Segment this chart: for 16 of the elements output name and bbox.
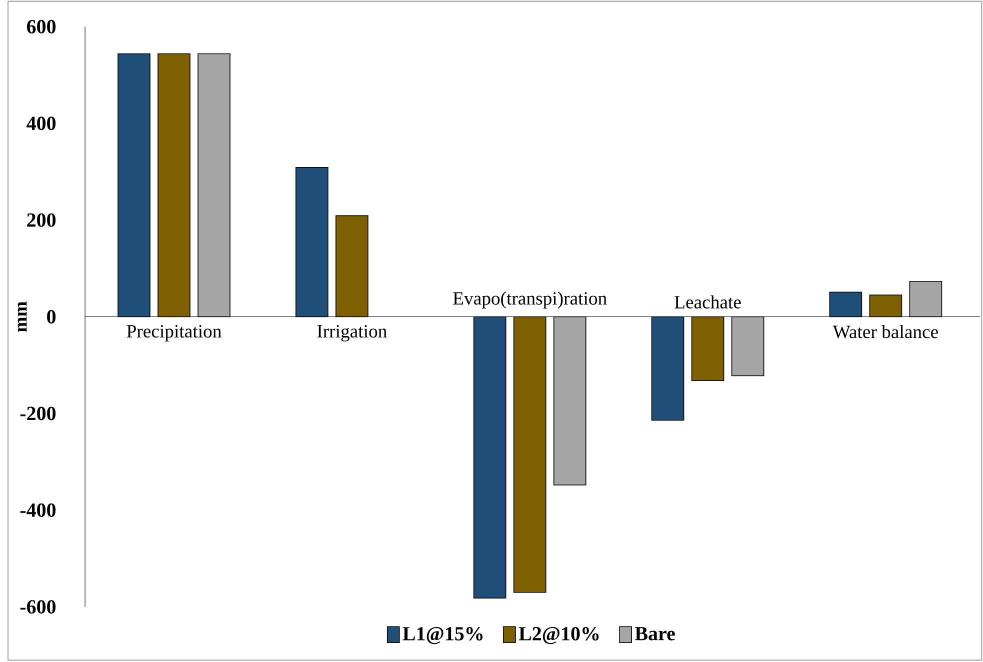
- x-tick-label: Water balance: [832, 325, 938, 338]
- y-tick-label: 200: [27, 214, 56, 228]
- y-tick-label: 0: [47, 310, 56, 324]
- y-axis-title: mm: [18, 302, 27, 332]
- legend-label: L2@10%: [518, 627, 599, 644]
- x-tick-label: Irrigation: [317, 325, 387, 342]
- x-tick-label: Precipitation: [126, 325, 222, 342]
- y-tick-label: 600: [26, 20, 56, 34]
- legend-label: Bare: [634, 627, 675, 641]
- legend-label: L1@15%: [402, 627, 483, 644]
- x-tick-label: Evapo(transpi)ration: [453, 292, 607, 309]
- x-tick-label: Leachate: [674, 296, 741, 309]
- y-tick-label: -200: [20, 406, 56, 420]
- y-tick-label: -400: [20, 504, 56, 518]
- y-tick-label: -600: [20, 600, 56, 614]
- y-tick-label: 400: [26, 116, 56, 130]
